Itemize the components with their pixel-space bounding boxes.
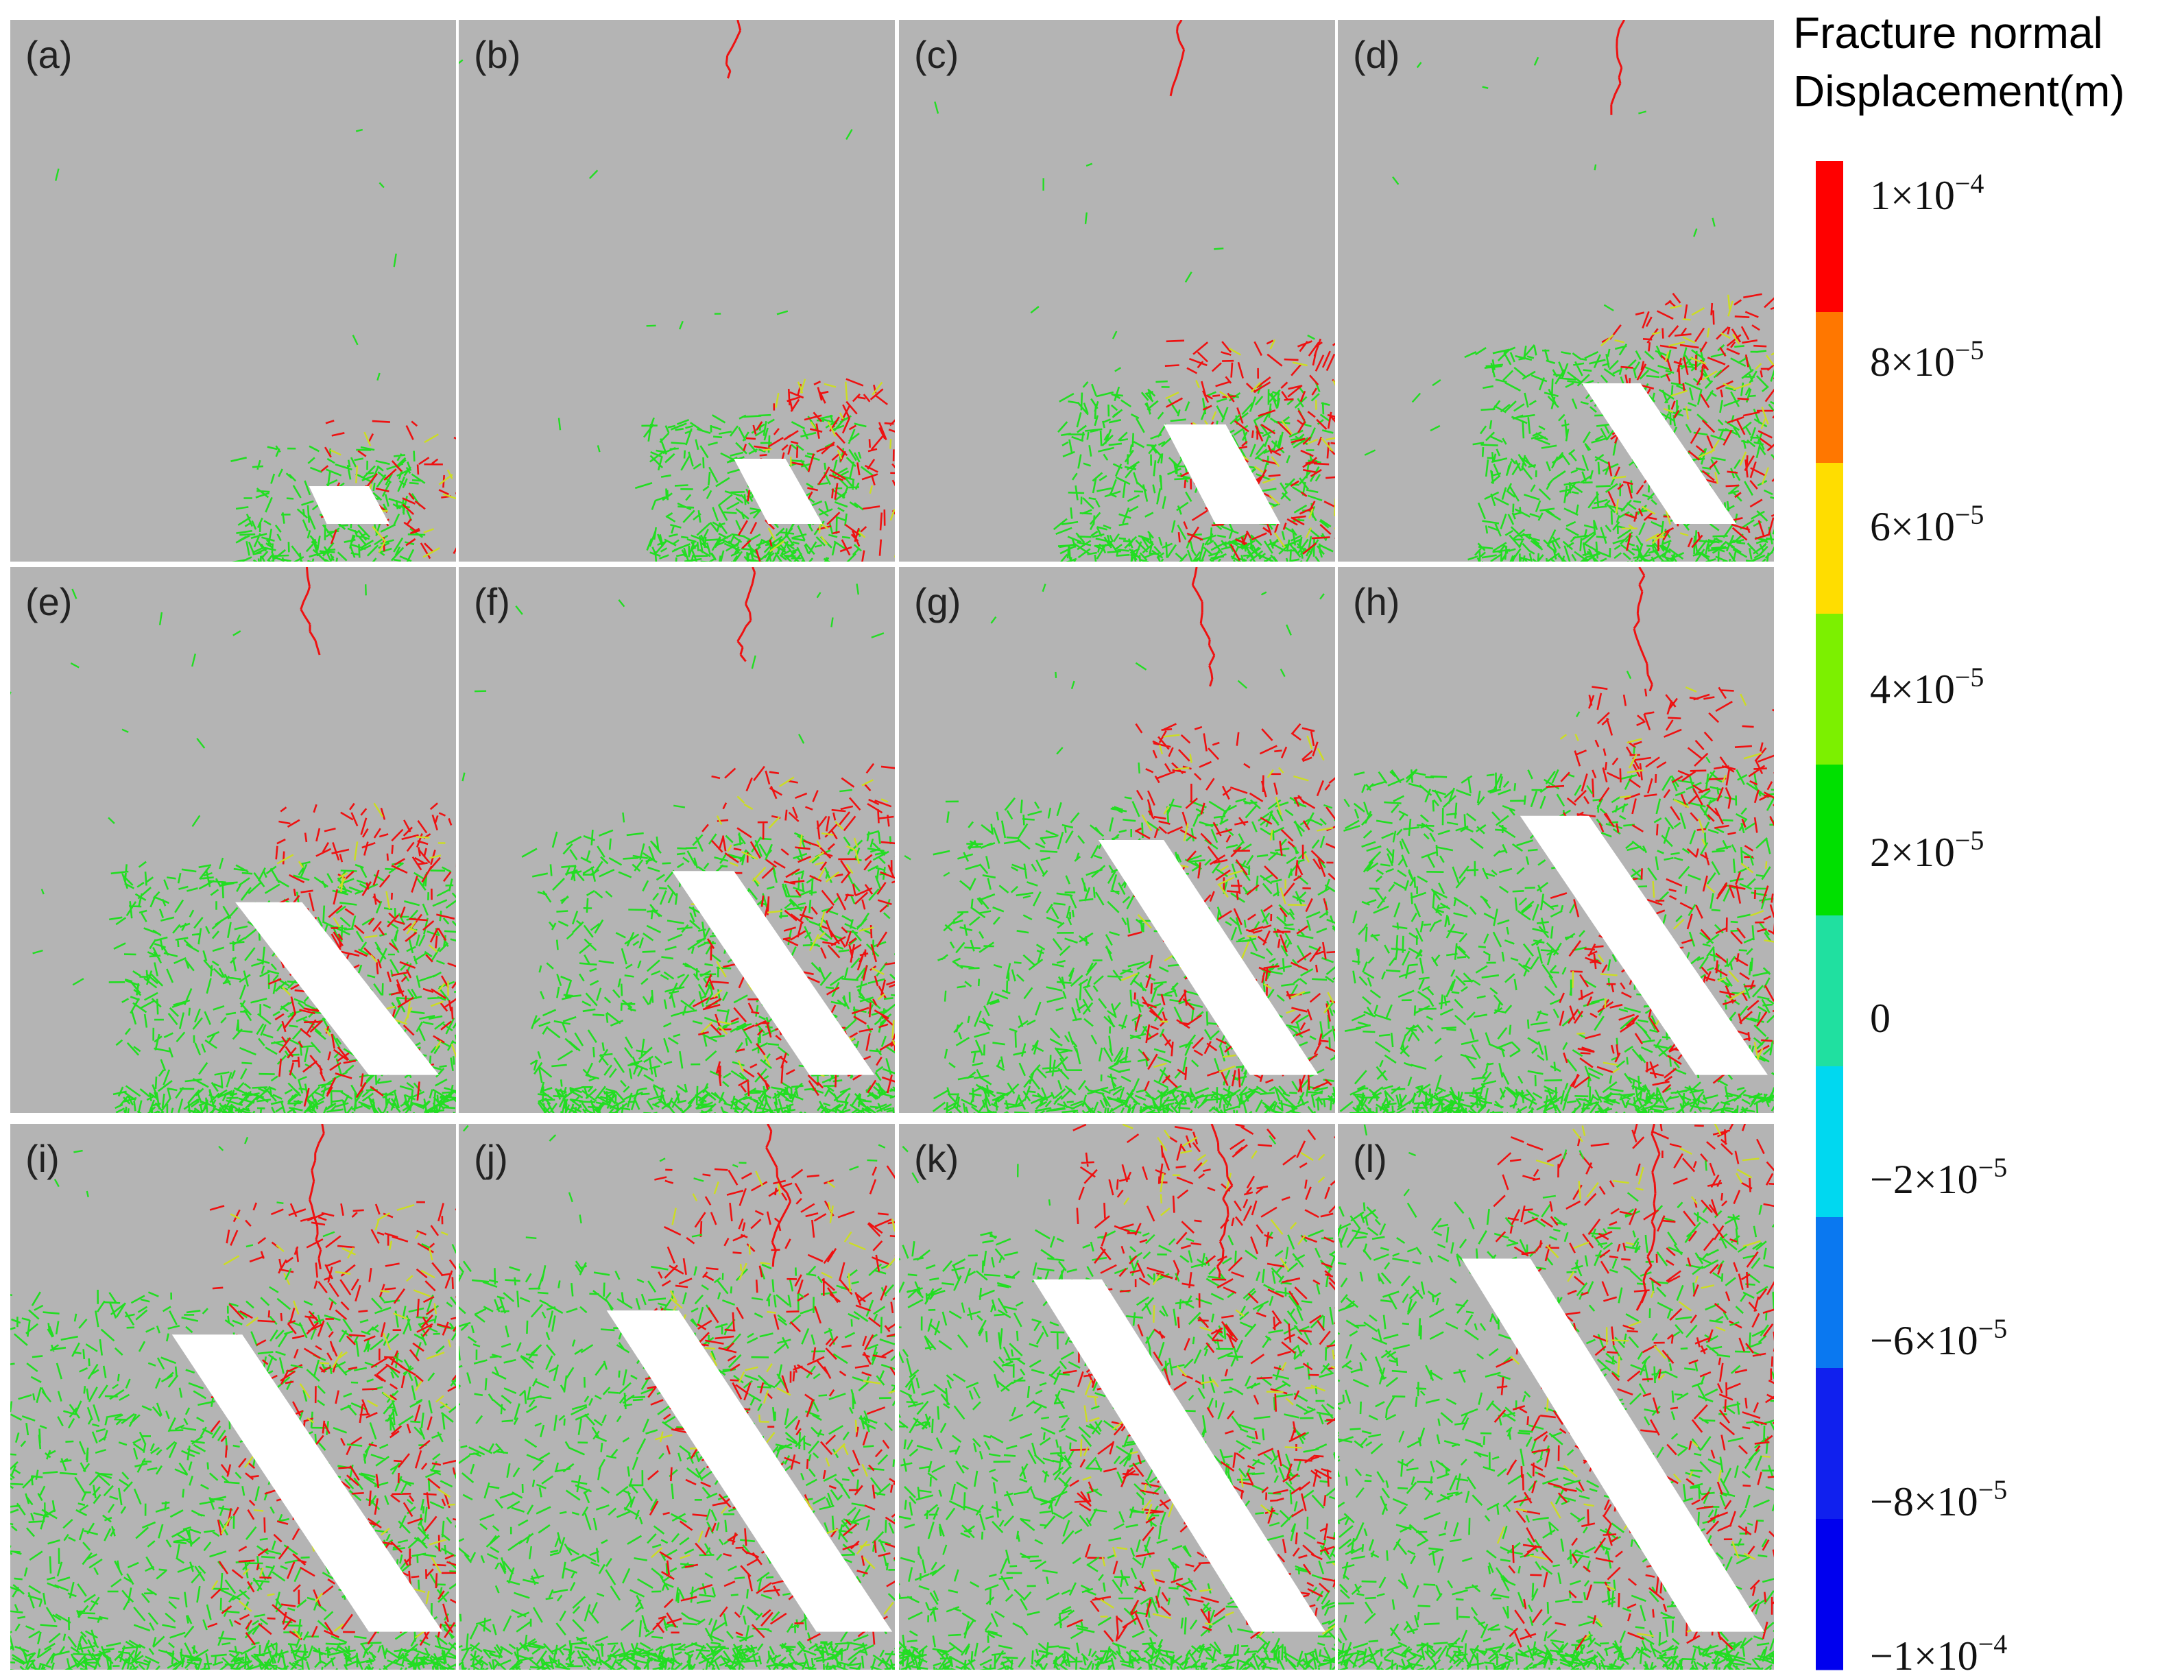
panel-label: (d) xyxy=(1353,33,1400,76)
simulation-panel: (g) xyxy=(899,567,1335,1113)
simulation-panel: (k) xyxy=(899,1124,1335,1670)
excavation-opening xyxy=(1033,1279,1325,1632)
excavation-opening xyxy=(606,1310,893,1632)
rock-domain xyxy=(459,20,895,562)
surface-fracture xyxy=(1635,1124,1661,1311)
colorbar-title-line1: Fracture normal xyxy=(1793,8,2103,58)
colorbar-tick-label: 0 xyxy=(1870,996,1891,1041)
surface-fracture xyxy=(1191,567,1216,687)
colorbar-segment xyxy=(1816,161,1843,313)
simulation-panel: (f) xyxy=(459,567,895,1113)
colorbar-tick-label: 6×10−5 xyxy=(1870,499,1984,549)
colorbar-tick-label: −2×10−5 xyxy=(1870,1152,2007,1202)
panel-label: (h) xyxy=(1353,580,1400,623)
colorbar-segment xyxy=(1816,463,1843,614)
simulation-panel: (b) xyxy=(459,20,895,562)
fracture-network xyxy=(10,567,456,1113)
panel-label: (e) xyxy=(25,580,72,623)
panel-label: (g) xyxy=(914,580,961,623)
excavation-opening xyxy=(309,486,389,524)
colorbar-tick-label: 8×10−5 xyxy=(1870,335,1984,385)
colorbar-segment xyxy=(1816,1066,1843,1218)
simulation-panel: (h) xyxy=(1338,567,1774,1113)
panel-label: (l) xyxy=(1353,1137,1387,1180)
fracture-segments-low xyxy=(1338,1201,1774,1670)
surface-fracture xyxy=(1633,567,1653,692)
excavation-opening xyxy=(734,459,823,524)
scattered-fractures xyxy=(459,59,853,453)
panel-label: (k) xyxy=(914,1137,959,1180)
panel-grid: (a) (b) (c) (d) (e) (f) (g) (h) (i) (j) (k) (l) xyxy=(10,20,1774,1670)
colorbar-segment xyxy=(1816,614,1843,765)
colorbar-segment xyxy=(1816,915,1843,1067)
colorbar-segment xyxy=(1816,765,1843,916)
scattered-fractures xyxy=(1343,671,1774,996)
colorbar-segment xyxy=(1816,1217,1843,1369)
excavation-opening xyxy=(171,1334,443,1632)
excavation-opening xyxy=(672,871,875,1075)
simulation-panel: (c) xyxy=(899,20,1335,562)
scattered-fractures xyxy=(934,101,1315,424)
panel-label: (b) xyxy=(474,33,520,76)
fracture-segments-mid xyxy=(691,776,895,1078)
excavation-opening xyxy=(1520,815,1768,1075)
colorbar-tick-label: −6×10−5 xyxy=(1870,1313,2007,1363)
excavation-opening xyxy=(1582,383,1737,524)
surface-fracture xyxy=(765,1124,792,1267)
surface-fracture xyxy=(1169,20,1186,97)
surface-fracture xyxy=(736,567,756,662)
fracture-segments-high xyxy=(645,1165,895,1645)
simulation-panel: (e) xyxy=(10,567,456,1113)
fracture-segments-mid xyxy=(211,1203,455,1640)
scattered-fractures xyxy=(10,584,367,986)
excavation-opening xyxy=(235,902,440,1075)
panel-label: (i) xyxy=(25,1137,60,1180)
simulation-panel: (d) xyxy=(1338,20,1774,562)
scattered-fractures xyxy=(900,1135,1314,1569)
fracture-segments-high xyxy=(267,802,456,1107)
scattered-fractures xyxy=(461,584,885,1005)
colorbar-tick-label: −1×10−4 xyxy=(1870,1629,2007,1679)
scattered-fractures xyxy=(1355,1124,1755,1572)
colorbar-tick-label: −8×10−5 xyxy=(1870,1474,2007,1524)
surface-fracture xyxy=(309,1124,325,1270)
colorbar-segment xyxy=(1816,1519,1843,1670)
simulation-panel: (a) xyxy=(10,20,456,562)
excavation-opening xyxy=(1164,424,1281,524)
colorbar-segment xyxy=(1816,312,1843,464)
surface-fracture xyxy=(1210,1124,1234,1279)
panel-label: (c) xyxy=(914,33,959,76)
excavation-opening xyxy=(1098,840,1319,1075)
surface-fracture xyxy=(300,567,321,656)
simulation-panel: (i) xyxy=(10,1124,456,1670)
excavation-opening xyxy=(1461,1258,1764,1632)
colorbar-tick-labels: 1×10−4 8×10−5 6×10−5 4×10−5 2×10−5 0 −2×10−5 −6… xyxy=(1870,168,2007,1679)
surface-fracture xyxy=(1610,20,1626,115)
panel-label: (j) xyxy=(474,1137,508,1180)
scattered-fractures xyxy=(904,584,1333,1002)
panel-label: (a) xyxy=(25,33,72,76)
colorbar-tick-label: 4×10−5 xyxy=(1870,662,1984,712)
colorbar-title-line2: Displacement(m) xyxy=(1793,67,2125,116)
scattered-fractures xyxy=(55,128,397,381)
colorbar-tick-label: 2×10−5 xyxy=(1870,825,1984,875)
simulation-panel: (l) xyxy=(1338,1124,1774,1670)
surface-fracture xyxy=(725,20,742,79)
fracture-segments-high xyxy=(1493,1124,1774,1651)
scattered-fractures xyxy=(1364,56,1723,456)
simulation-panel: (j) xyxy=(459,1124,895,1670)
fracture-network xyxy=(1364,20,1774,562)
fracture-network xyxy=(55,128,456,562)
fracture-segments-mid xyxy=(275,802,456,1073)
colorbar-segment xyxy=(1816,1368,1843,1520)
colorbar-tick-label: 1×10−4 xyxy=(1870,168,1984,218)
colorbar-scale xyxy=(1816,161,1843,1670)
colorbar: Fracture normal Displacement(m) 1×10−4 8×… xyxy=(1793,8,2125,1679)
rock-domain xyxy=(10,20,456,562)
panel-label: (f) xyxy=(474,580,510,623)
